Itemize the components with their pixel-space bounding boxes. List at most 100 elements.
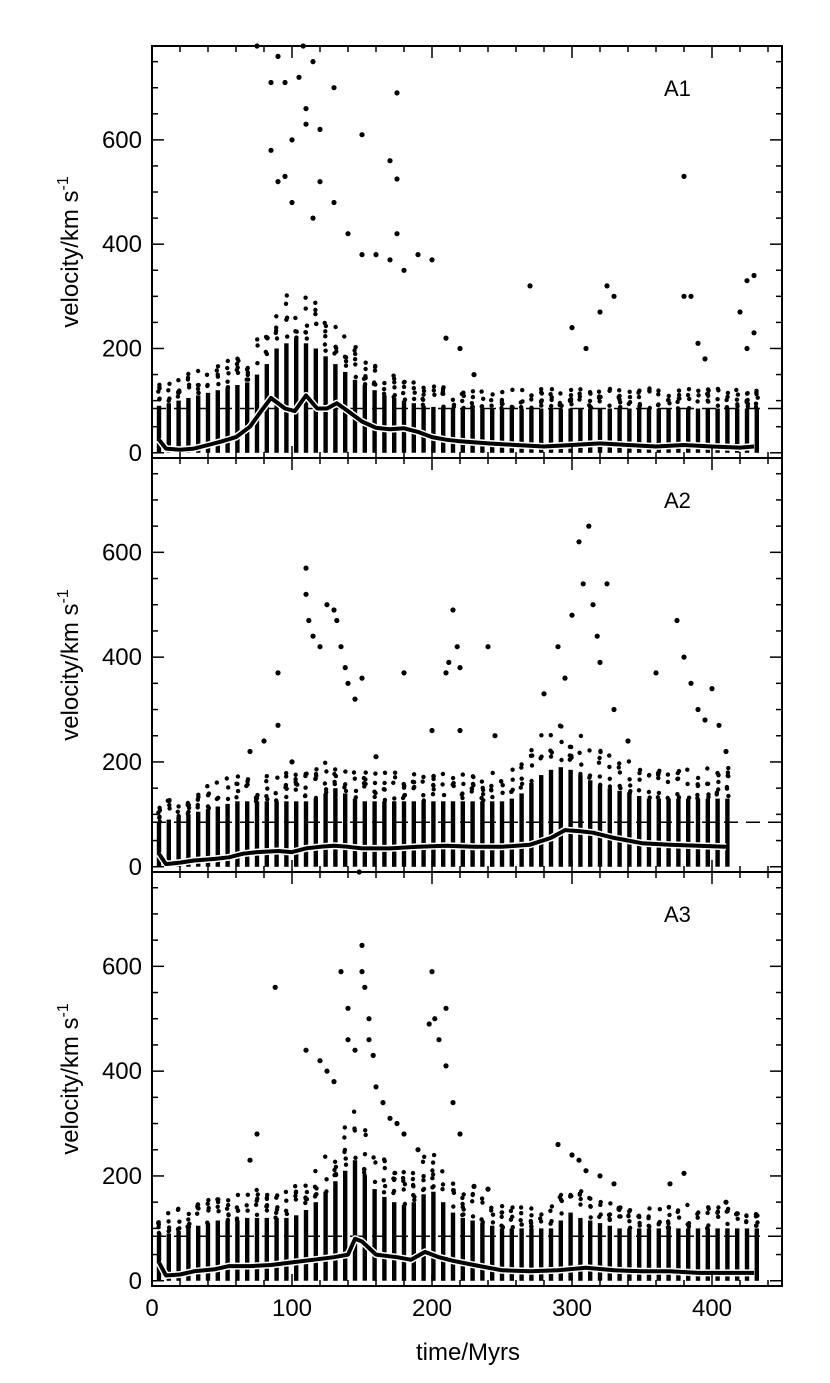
velocity-point: [706, 1206, 711, 1212]
velocity-point: [324, 1189, 329, 1194]
velocity-column: [176, 1231, 181, 1281]
velocity-point: [235, 356, 240, 361]
velocity-point: [469, 401, 475, 406]
velocity-point: [498, 779, 504, 784]
outlier-point: [443, 335, 449, 341]
outlier-point: [352, 696, 358, 702]
velocity-point: [176, 391, 181, 396]
velocity-point: [587, 404, 593, 409]
velocity-column: [754, 408, 759, 453]
outlier-point: [289, 137, 295, 143]
velocity-column: [215, 390, 220, 453]
velocity-point: [636, 788, 642, 793]
velocity-point: [332, 1167, 337, 1173]
velocity-point: [626, 1213, 631, 1218]
velocity-point: [441, 391, 446, 396]
velocity-column: [333, 788, 338, 867]
velocity-point: [675, 776, 681, 781]
velocity-point: [293, 315, 298, 321]
outlier-point: [429, 969, 435, 975]
velocity-column: [686, 1228, 691, 1281]
velocity-point: [274, 325, 279, 330]
velocity-column: [578, 408, 583, 453]
velocity-point: [323, 334, 328, 339]
velocity-point: [343, 788, 349, 794]
velocity-point: [557, 1195, 562, 1200]
velocity-point: [725, 773, 730, 778]
velocity-point: [539, 754, 544, 759]
velocity-column: [529, 408, 534, 453]
velocity-point: [479, 779, 485, 784]
velocity-point: [628, 789, 633, 794]
velocity-point: [529, 1224, 534, 1229]
velocity-point: [263, 334, 269, 340]
velocity-point: [196, 390, 201, 396]
velocity-point: [704, 1226, 710, 1231]
velocity-point: [479, 389, 484, 394]
velocity-point: [460, 772, 465, 777]
velocity-point: [273, 791, 278, 796]
x-tick-label: 0: [145, 1295, 158, 1322]
velocity-point: [195, 1202, 201, 1207]
outlier-point: [457, 665, 463, 671]
velocity-point: [392, 393, 397, 398]
velocity-column: [509, 1228, 514, 1281]
velocity-point: [656, 402, 661, 407]
y-tick-label: 200: [102, 336, 142, 363]
outlier-point: [429, 727, 435, 734]
velocity-column: [205, 1223, 211, 1281]
velocity-column: [372, 390, 377, 453]
outlier-point: [562, 675, 568, 681]
velocity-point: [186, 1211, 191, 1217]
velocity-point: [206, 806, 211, 811]
velocity-point: [518, 1205, 524, 1210]
velocity-point: [490, 1212, 496, 1217]
velocity-point: [420, 396, 425, 402]
velocity-point: [607, 403, 612, 408]
velocity-point: [461, 1192, 466, 1197]
velocity-point: [665, 772, 671, 777]
velocity-point: [559, 739, 564, 745]
velocity-point: [410, 1176, 416, 1182]
velocity-column: [333, 1181, 338, 1281]
velocity-point: [274, 1207, 280, 1212]
velocity-point: [627, 777, 632, 782]
velocity-point: [637, 767, 643, 773]
velocity-point: [569, 744, 574, 750]
velocity-point: [214, 368, 219, 373]
outlier-point: [723, 1199, 729, 1205]
velocity-point: [725, 390, 731, 396]
velocity-point: [735, 1216, 740, 1222]
velocity-point: [519, 765, 524, 770]
velocity-point: [343, 1156, 348, 1161]
outlier-point: [342, 665, 348, 671]
velocity-point: [303, 1200, 308, 1206]
velocity-point: [499, 1210, 505, 1215]
velocity-column: [676, 408, 681, 453]
velocity-point: [470, 1199, 475, 1204]
velocity-point: [382, 797, 388, 803]
velocity-point: [725, 1221, 730, 1227]
velocity-point: [597, 399, 602, 404]
velocity-point: [165, 798, 170, 803]
velocity-point: [637, 388, 642, 393]
velocity-point: [274, 1195, 279, 1200]
velocity-column: [323, 793, 328, 867]
velocity-point: [490, 392, 495, 397]
velocity-point: [627, 1225, 633, 1231]
velocity-column: [715, 798, 720, 867]
outlier-point: [457, 727, 463, 734]
outlier-point: [576, 539, 582, 545]
velocity-point: [401, 390, 406, 396]
outlier-point: [688, 293, 694, 299]
velocity-point: [265, 786, 270, 791]
velocity-column: [539, 1228, 544, 1281]
outlier-point: [275, 179, 281, 185]
velocity-point: [323, 787, 329, 792]
velocity-point: [490, 1220, 496, 1225]
outlier-point: [373, 252, 379, 258]
velocity-column: [695, 1228, 701, 1281]
velocity-point: [528, 1220, 534, 1226]
velocity-point: [363, 366, 368, 372]
velocity-point: [667, 401, 672, 406]
